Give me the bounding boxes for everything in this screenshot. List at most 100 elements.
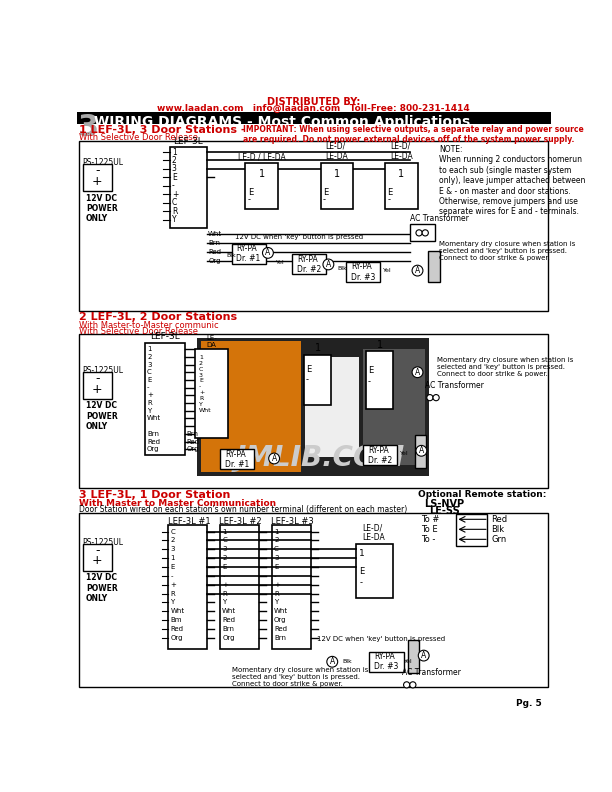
Text: 2: 2 <box>274 538 278 543</box>
Text: IMPORTANT: When using selective outputs, a separate relay and power source
are r: IMPORTANT: When using selective outputs,… <box>243 125 584 144</box>
Text: 12V DC when 'key' button is pressed: 12V DC when 'key' button is pressed <box>317 636 445 642</box>
Text: A: A <box>421 651 427 660</box>
Text: LE-D/
LE-DA: LE-D/ LE-DA <box>390 142 412 162</box>
Text: E: E <box>359 567 365 576</box>
Circle shape <box>422 230 428 236</box>
Text: 1: 1 <box>259 169 265 179</box>
Text: RY-PA
Dr. #3: RY-PA Dr. #3 <box>375 652 398 672</box>
Text: A: A <box>415 367 420 377</box>
Bar <box>370 652 403 672</box>
Text: 1: 1 <box>222 528 226 535</box>
Text: 2: 2 <box>172 156 177 165</box>
Text: 1: 1 <box>334 169 340 179</box>
Bar <box>245 163 278 209</box>
Text: 1: 1 <box>170 555 175 562</box>
Text: LE-SS: LE-SS <box>429 506 460 516</box>
Text: 3: 3 <box>172 165 177 173</box>
Bar <box>385 163 417 209</box>
Text: Yel: Yel <box>382 268 391 273</box>
Text: RY-PA
Dr. #2: RY-PA Dr. #2 <box>368 446 392 465</box>
Text: 1 LEF-3L, 3 Door Stations -: 1 LEF-3L, 3 Door Stations - <box>79 125 245 135</box>
Text: Red: Red <box>187 439 200 444</box>
Text: Red: Red <box>208 249 222 255</box>
Text: A: A <box>415 266 420 275</box>
Text: Grn: Grn <box>491 535 506 544</box>
Text: Momentary dry closure when station is
selected and 'key' button is pressed.
Conn: Momentary dry closure when station is se… <box>437 357 573 377</box>
Text: PS-1225UL: PS-1225UL <box>83 366 124 375</box>
Text: -: - <box>170 573 173 579</box>
Text: DISTRIBUTED BY:: DISTRIBUTED BY: <box>267 97 360 108</box>
Text: With Selective Door Release: With Selective Door Release <box>79 133 198 142</box>
Text: Brn: Brn <box>274 635 286 641</box>
Text: Y: Y <box>222 600 226 605</box>
Text: LS-NVP: LS-NVP <box>425 499 465 509</box>
Text: -: - <box>147 385 149 390</box>
Bar <box>428 251 440 282</box>
Text: Org: Org <box>274 617 286 623</box>
Bar <box>410 224 435 242</box>
Text: Red: Red <box>274 626 287 632</box>
Text: LEF-3L #2: LEF-3L #2 <box>220 517 262 526</box>
Bar <box>79 141 548 311</box>
Text: A: A <box>330 657 335 666</box>
Text: 1: 1 <box>274 528 278 535</box>
Text: E: E <box>248 188 253 196</box>
Text: Optional Remote station:: Optional Remote station: <box>417 490 546 499</box>
Text: R: R <box>170 591 175 596</box>
Text: Momentary dry closure when station is
selected and 'key' button is pressed.
Conn: Momentary dry closure when station is se… <box>231 667 368 687</box>
Text: LEF-3L: LEF-3L <box>173 137 203 146</box>
Bar <box>415 436 426 468</box>
Bar <box>321 163 353 209</box>
Text: Org: Org <box>222 635 234 641</box>
Text: 3: 3 <box>274 555 278 562</box>
Text: AC Transformer: AC Transformer <box>425 381 484 390</box>
Text: Y: Y <box>172 215 176 224</box>
Text: 1: 1 <box>147 346 152 352</box>
Text: A: A <box>326 260 331 269</box>
Text: -: - <box>222 573 225 579</box>
Bar <box>365 352 394 409</box>
Text: Red: Red <box>491 515 507 524</box>
Text: E
-: E - <box>306 365 311 384</box>
Text: +: + <box>274 582 280 588</box>
Text: E: E <box>170 564 174 570</box>
Text: RY-PA
Dr. #1: RY-PA Dr. #1 <box>225 450 249 469</box>
Text: C: C <box>170 528 175 535</box>
Text: +: + <box>222 582 228 588</box>
Bar <box>83 372 112 399</box>
Circle shape <box>416 445 427 456</box>
Text: C: C <box>222 538 227 543</box>
Text: E
-: E - <box>368 367 373 386</box>
Text: NOTE:
When running 2 conductors homerun
to each sub (single master system
only),: NOTE: When running 2 conductors homerun … <box>439 145 586 216</box>
Text: Blk: Blk <box>337 266 346 271</box>
Text: With Master to Master Communication: With Master to Master Communication <box>79 498 276 508</box>
Text: JMLIB.COM: JMLIB.COM <box>236 444 405 472</box>
Circle shape <box>412 367 423 378</box>
Text: A: A <box>265 249 271 257</box>
Text: Wht: Wht <box>274 608 288 615</box>
Text: 1: 1 <box>398 169 405 179</box>
Text: Brn: Brn <box>208 240 220 246</box>
Text: Org: Org <box>187 446 199 452</box>
Text: 12V DC
POWER
ONLY: 12V DC POWER ONLY <box>86 193 118 223</box>
Bar <box>196 337 429 476</box>
Text: Pg. 5: Pg. 5 <box>516 699 542 709</box>
Text: 12V DC
POWER
ONLY: 12V DC POWER ONLY <box>86 573 118 603</box>
Text: 1: 1 <box>359 549 365 558</box>
Text: 3: 3 <box>222 546 226 552</box>
Text: LE-D/
LE-DA: LE-D/ LE-DA <box>326 142 348 162</box>
Text: E: E <box>274 564 278 570</box>
Text: Y: Y <box>170 600 174 605</box>
Text: Blk: Blk <box>343 659 353 664</box>
Text: +: + <box>92 554 103 567</box>
Text: 1: 1 <box>315 343 321 353</box>
Text: Momentary dry closure when station is
selected and 'key' button is pressed.
Conn: Momentary dry closure when station is se… <box>439 242 575 261</box>
Text: PS-1225UL: PS-1225UL <box>83 538 124 546</box>
Text: Door Station wired on each station's own number terminal (different on each mast: Door Station wired on each station's own… <box>79 505 407 515</box>
Bar <box>170 147 207 228</box>
Text: 1
2
C
3
E
-
+
R
Y
Wht: 1 2 C 3 E - + R Y Wht <box>199 356 212 413</box>
Text: www.laadan.com   info@laadan.com   Toll-Free: 800-231-1414: www.laadan.com info@laadan.com Toll-Free… <box>157 105 470 113</box>
Text: C: C <box>274 546 279 552</box>
Bar <box>305 357 359 457</box>
Text: Brn: Brn <box>187 431 198 437</box>
